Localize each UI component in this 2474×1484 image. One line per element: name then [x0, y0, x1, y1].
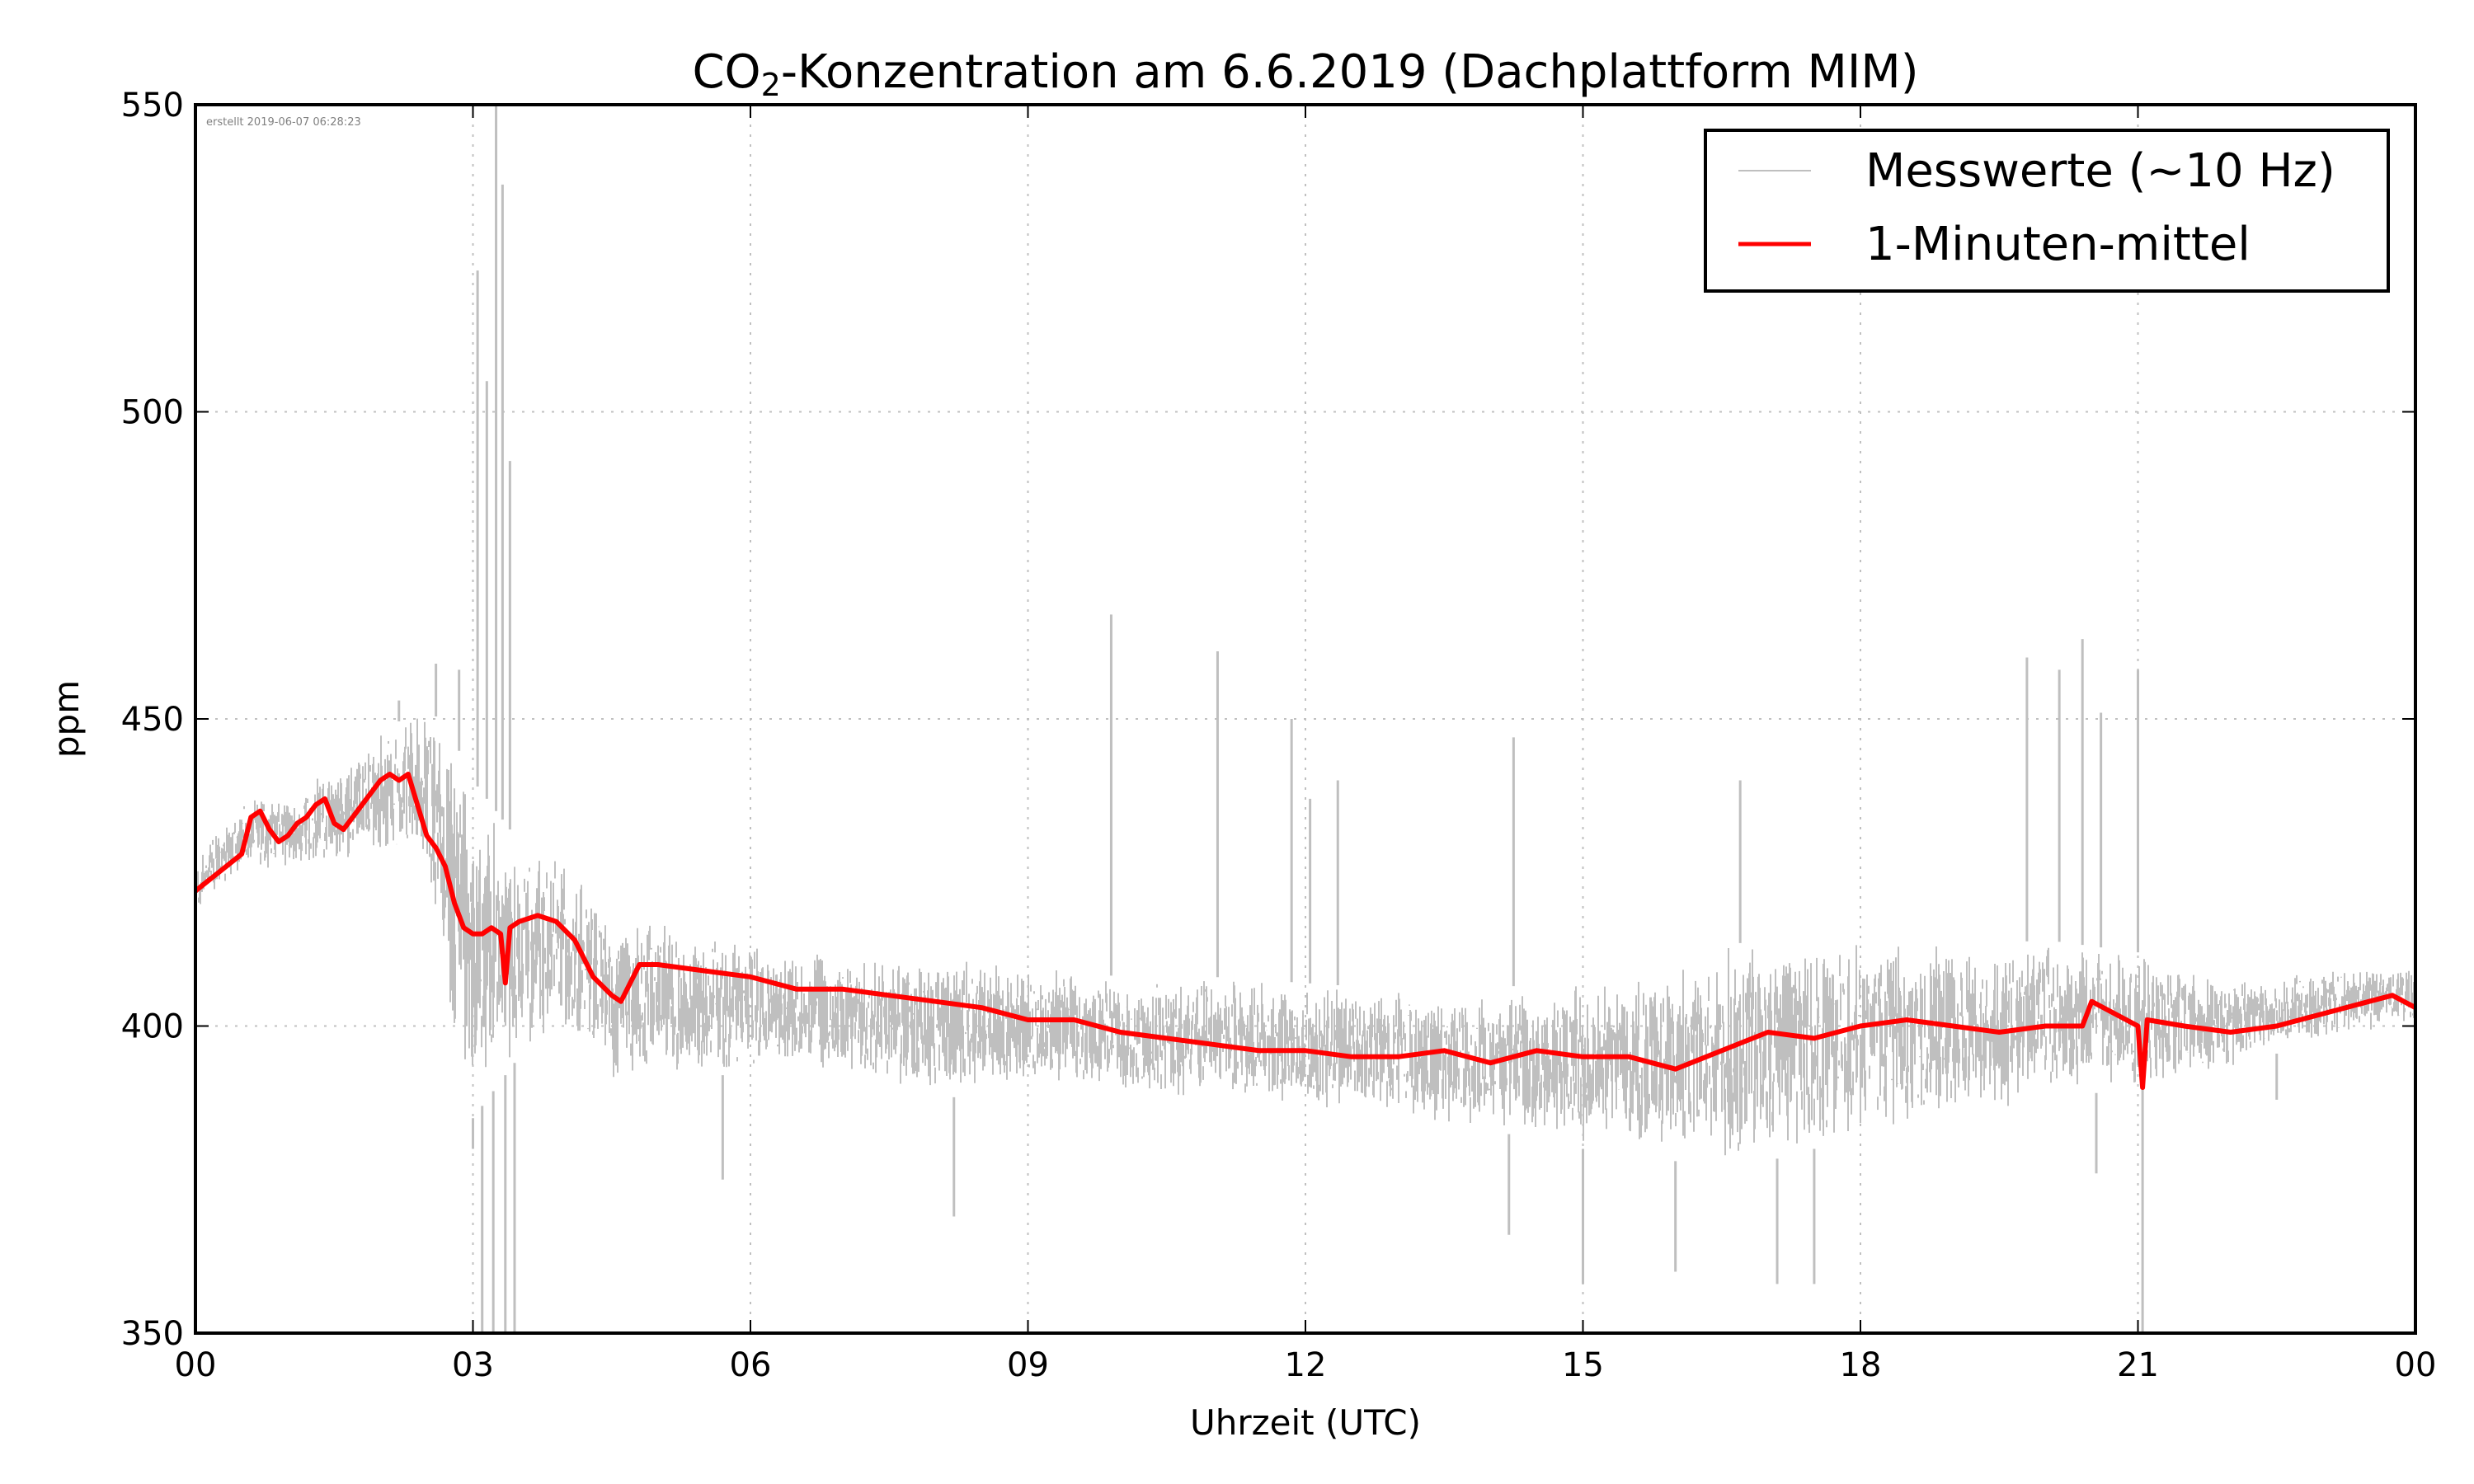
y-tick-label: 350: [121, 1315, 184, 1353]
x-tick-label: 00: [175, 1346, 217, 1384]
messwerte-noise: [195, 718, 2415, 1156]
legend-label-mittel: 1-Minuten-mittel: [1865, 218, 2251, 271]
axis-ticks: [195, 104, 2416, 1334]
x-tick-label: 18: [1840, 1346, 1882, 1384]
chart-title: CO2-Konzentration am 6.6.2019 (Dachplatt…: [692, 45, 1918, 103]
y-tick-label: 400: [121, 1008, 184, 1046]
title-co: CO: [692, 45, 760, 99]
title-subscript: 2: [761, 67, 781, 103]
x-tick-label: 12: [1285, 1346, 1327, 1384]
x-tick-label: 00: [2395, 1346, 2437, 1384]
x-tick-label: 03: [452, 1346, 494, 1384]
x-tick-label: 06: [730, 1346, 772, 1384]
x-axis-label: Uhrzeit (UTC): [1190, 1402, 1421, 1443]
y-tick-label: 450: [121, 701, 184, 739]
legend: Messwerte (~10 Hz) 1-Minuten-mittel: [1704, 129, 2390, 293]
x-tick-label: 21: [2117, 1346, 2159, 1384]
y-tick-labels: 350 400 450 500 550: [121, 87, 184, 1353]
y-tick-label: 500: [121, 394, 184, 432]
legend-box: [1704, 129, 2390, 293]
legend-label-messwerte: Messwerte (~10 Hz): [1865, 144, 2335, 198]
y-axis-label: ppm: [46, 680, 87, 758]
series-1-minuten-mittel: [195, 772, 2415, 1090]
y-tick-label: 550: [121, 87, 184, 124]
x-tick-labels: 00 03 06 09 12 15 18 21 00: [175, 1346, 2437, 1384]
series-messwerte: [195, 105, 2415, 1333]
x-tick-label: 15: [1562, 1346, 1604, 1384]
creation-timestamp: erstellt 2019-06-07 06:28:23: [206, 116, 361, 129]
x-tick-label: 09: [1007, 1346, 1049, 1384]
title-rest: -Konzentration am 6.6.2019 (Dachplattfor…: [781, 45, 1919, 99]
